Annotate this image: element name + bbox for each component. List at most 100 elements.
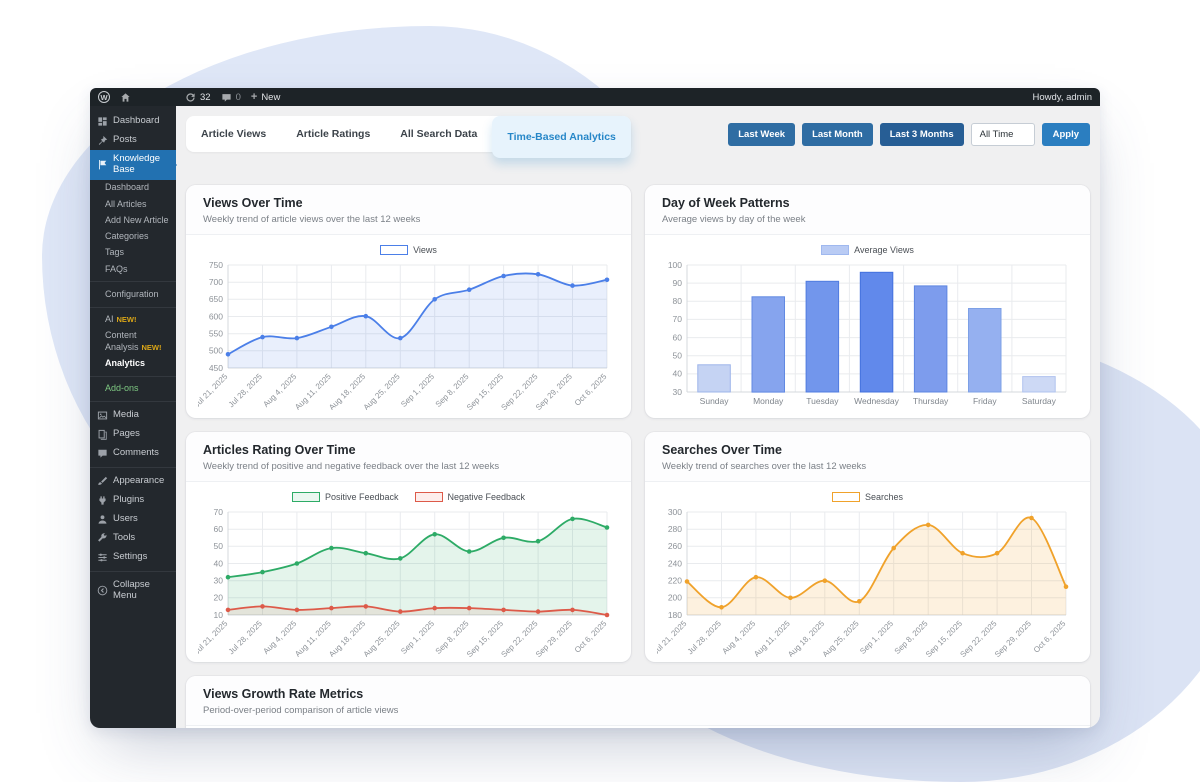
comment-count: 0 <box>235 91 241 103</box>
sidebar-item-plugins[interactable]: Plugins <box>90 491 176 510</box>
comments-indicator[interactable]: 0 <box>221 92 241 103</box>
legend-entry-searches[interactable]: Searches <box>831 492 904 502</box>
sidebar-item-collapse-menu[interactable]: Collapse Menu <box>90 576 176 606</box>
card-subtitle: Weekly trend of searches over the last 1… <box>662 461 867 472</box>
sidebar-item-pages[interactable]: Pages <box>90 425 176 444</box>
chart-legend: Searches <box>657 489 1078 505</box>
legend-swatch <box>380 245 409 255</box>
sidebar-item-label: Pages <box>113 427 140 439</box>
last-week-button[interactable]: Last Week <box>728 122 796 146</box>
svg-text:Jul 21, 2025: Jul 21, 2025 <box>198 372 230 410</box>
tab-all-search-data[interactable]: All Search Data <box>400 128 478 140</box>
chart-views-over-time[interactable]: 450 500 550 600 650 700 750 Jul 21, 2025 Jul 28,… <box>198 260 619 414</box>
legend-label: Average Views <box>854 245 914 255</box>
sidebar-subitem-label: Analytics <box>105 357 146 368</box>
tab-time-based-analytics[interactable]: Time-Based Analytics <box>492 116 631 158</box>
tab-article-views[interactable]: Article Views <box>201 128 267 140</box>
card-header: Views Growth Rate Metrics Period-over-per… <box>186 676 1090 726</box>
svg-text:90: 90 <box>673 278 683 288</box>
sidebar-subitem-configuration[interactable]: Configuration <box>90 286 176 302</box>
sidebar-item-media[interactable]: Media <box>90 406 176 425</box>
svg-text:Jul 28, 2025: Jul 28, 2025 <box>686 619 724 657</box>
legend-entry-negative-feedback[interactable]: Negative Feedback <box>414 492 525 502</box>
svg-text:Sep 22, 2025: Sep 22, 2025 <box>958 619 998 657</box>
home-icon[interactable] <box>120 92 131 103</box>
last-3-months-button[interactable]: Last 3 Months <box>879 122 964 146</box>
wordpress-logo-icon[interactable]: W <box>98 91 110 103</box>
new-content-button[interactable]: + New <box>251 91 281 103</box>
svg-text:40: 40 <box>214 558 224 568</box>
new-label: New <box>261 91 281 103</box>
svg-text:40: 40 <box>673 369 683 379</box>
sidebar-item-comments[interactable]: Comments <box>90 444 176 463</box>
svg-text:Oct 6, 2025: Oct 6, 2025 <box>573 372 609 408</box>
card-subtitle: Weekly trend of positive and negative fe… <box>203 461 500 472</box>
sidebar-subitem-ai[interactable]: AI NEW! <box>90 312 176 328</box>
chart-articles-rating-over-time[interactable]: 10 20 30 40 50 60 70 Jul 21, 2025 Jul 28, 2025 Au… <box>198 507 619 658</box>
svg-text:Saturday: Saturday <box>1022 396 1057 406</box>
svg-text:50: 50 <box>214 541 224 551</box>
sidebar-subitem-label: Categories <box>105 231 149 242</box>
legend-entry-average-views[interactable]: Average Views <box>821 245 914 255</box>
updates-indicator[interactable]: 32 <box>185 92 211 103</box>
svg-text:Aug 25, 2025: Aug 25, 2025 <box>362 619 402 657</box>
apply-button[interactable]: Apply <box>1041 122 1090 146</box>
howdy-admin-link[interactable]: Howdy, admin <box>1032 91 1093 103</box>
sidebar-subitem-label: Content Analysis <box>105 330 139 352</box>
admin-bar: W 32 0 + New Howdy, admin <box>90 88 1100 106</box>
dashboard-icon <box>97 116 108 127</box>
svg-text:Sep 29, 2025: Sep 29, 2025 <box>534 372 574 410</box>
svg-text:Jul 21, 2025: Jul 21, 2025 <box>198 619 230 657</box>
svg-text:Sep 22, 2025: Sep 22, 2025 <box>499 619 539 657</box>
sidebar-subitem-add-ons[interactable]: Add-ons <box>90 381 176 397</box>
card-searches-over-time: Searches Over Time Weekly trend of search… <box>645 432 1090 662</box>
tab-article-ratings[interactable]: Article Ratings <box>296 128 371 140</box>
sidebar-subitem-all-articles[interactable]: All Articles <box>90 196 176 212</box>
card-subtitle: Weekly trend of article views over the l… <box>203 214 421 225</box>
chart-searches-over-time[interactable]: 180 200 220 240 260 280 300 Jul 21, 2025 Jul 28,… <box>657 507 1078 658</box>
chart-day-of-week-patterns[interactable]: 30 40 50 60 70 80 90 100 Sunday Monday Tuesday Wedn… <box>657 260 1078 414</box>
legend-label: Searches <box>864 492 904 502</box>
svg-text:Friday: Friday <box>973 396 997 406</box>
card-views-over-time: Views Over Time Weekly trend of article v… <box>186 185 631 418</box>
svg-text:100: 100 <box>668 260 682 270</box>
sidebar-subitem-analytics[interactable]: Analytics <box>90 355 176 371</box>
chart-legend: Average Views <box>657 242 1078 258</box>
sidebar-item-label: Posts <box>113 134 137 146</box>
sidebar-item-tools[interactable]: Tools <box>90 529 176 548</box>
sidebar-subitem-label: Add-ons <box>105 383 139 394</box>
sidebar-item-appearance[interactable]: Appearance <box>90 472 176 491</box>
legend-swatch <box>821 245 850 255</box>
svg-text:Aug 18, 2025: Aug 18, 2025 <box>327 619 367 657</box>
toolbar-row: Article Views Article Ratings All Search D… <box>186 116 1090 158</box>
sidebar-item-label: Users <box>113 512 138 524</box>
card-day-of-week-patterns: Day of Week Patterns Average views by day… <box>645 185 1090 418</box>
sidebar-subitem-categories[interactable]: Categories <box>90 229 176 245</box>
svg-text:30: 30 <box>673 387 683 397</box>
sidebar-subitem-faqs[interactable]: FAQs <box>90 261 176 277</box>
last-month-button[interactable]: Last Month <box>802 122 873 146</box>
sidebar-item-knowledge-base[interactable]: Knowledge Base <box>90 150 177 180</box>
sidebar-item-users[interactable]: Users <box>90 510 176 529</box>
legend-entry-views[interactable]: Views <box>380 245 437 255</box>
update-icon <box>185 92 196 103</box>
sidebar-subitem-tags[interactable]: Tags <box>90 245 176 261</box>
card-title: Articles Rating Over Time <box>203 443 356 457</box>
sidebar-subitem-label: Dashboard <box>105 182 150 193</box>
card-header: Searches Over Time Weekly trend of search… <box>645 432 1090 482</box>
sidebar-item-label: Knowledge Base <box>113 153 161 175</box>
sidebar-subitem-label: All Articles <box>105 198 147 209</box>
sidebar-item-label: Dashboard <box>113 115 160 127</box>
sidebar-subitem-content-analysis[interactable]: Content Analysis NEW! <box>90 328 176 356</box>
card-articles-rating-over-time: Articles Rating Over Time Weekly trend of… <box>186 432 631 662</box>
sidebar-item-settings[interactable]: Settings <box>90 548 176 567</box>
svg-text:Sunday: Sunday <box>700 396 730 406</box>
svg-text:Sep 8, 2025: Sep 8, 2025 <box>434 619 471 656</box>
range-select[interactable]: All Time <box>970 122 1035 146</box>
legend-entry-positive-feedback[interactable]: Positive Feedback <box>291 492 399 502</box>
sidebar-item-dashboard[interactable]: Dashboard <box>90 112 176 131</box>
sidebar-subitem-dashboard[interactable]: Dashboard <box>90 180 176 196</box>
sidebar-item-posts[interactable]: Posts <box>90 131 176 150</box>
sidebar-subitem-label: Tags <box>105 247 125 258</box>
sidebar-subitem-add-new-article[interactable]: Add New Article <box>90 212 176 228</box>
